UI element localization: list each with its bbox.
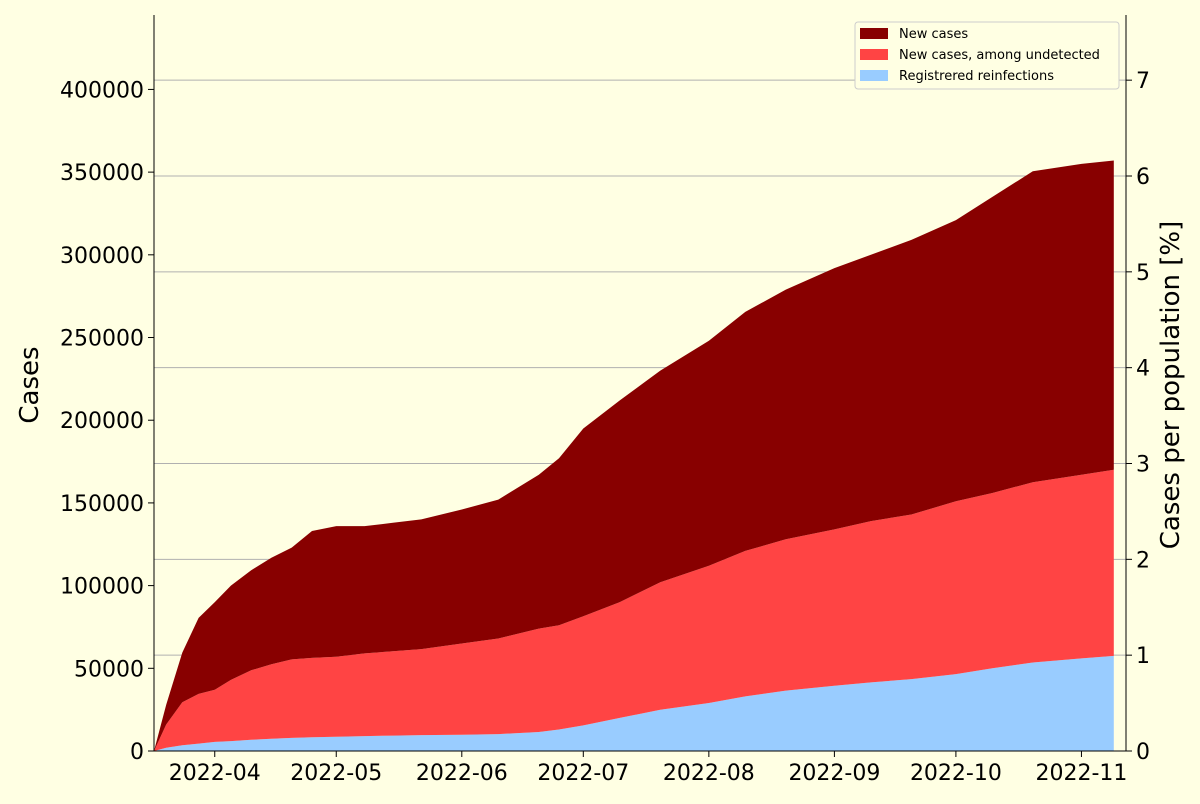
legend-label-new-cases: New cases <box>899 27 968 42</box>
legend-box <box>854 21 1120 90</box>
y-tick-label: 200000 <box>60 409 144 434</box>
y-right-tick-label: 7 <box>1136 69 1150 94</box>
legend-swatch-undetected <box>860 49 888 60</box>
y-right-tick-label: 4 <box>1136 357 1150 382</box>
y-right-tick-label: 2 <box>1136 548 1150 573</box>
x-tick-label: 2022-06 <box>416 761 508 786</box>
legend-label-reinfections: Registrered reinfections <box>899 69 1054 84</box>
y-tick-label: 50000 <box>74 657 144 682</box>
x-tick-label: 2022-04 <box>169 761 261 786</box>
y-right-tick-label: 0 <box>1136 740 1150 765</box>
legend: New cases New cases, among undetected Re… <box>854 21 1120 90</box>
stacked-areas <box>154 160 1114 751</box>
axes <box>153 15 1127 752</box>
legend-label-undetected: New cases, among undetected <box>899 48 1100 63</box>
y-tick-label: 300000 <box>60 244 144 269</box>
y-tick-label: 100000 <box>60 575 144 600</box>
x-tick-label: 2022-08 <box>663 761 755 786</box>
y-tick-label: 150000 <box>60 492 144 517</box>
y-axis-title-left: Cases <box>15 346 45 423</box>
tick-labels: 0 50000 100000 150000 200000 250000 300000 3500… <box>60 69 1150 786</box>
y-axis-title-right: Cases per population [%] <box>1156 221 1186 550</box>
y-right-tick-label: 6 <box>1136 165 1150 190</box>
y-right-tick-label: 1 <box>1136 644 1150 669</box>
area-new-cases <box>154 160 1114 751</box>
x-tick-label: 2022-05 <box>290 761 382 786</box>
y-tick-label: 350000 <box>60 161 144 186</box>
x-tick-label: 2022-09 <box>788 761 880 786</box>
y-right-tick-label: 3 <box>1136 453 1150 478</box>
legend-swatch-reinfections <box>860 70 888 81</box>
y-tick-label: 0 <box>130 740 144 765</box>
x-tick-label: 2022-11 <box>1035 761 1127 786</box>
y-tick-label: 250000 <box>60 327 144 352</box>
legend-swatch-new-cases <box>860 28 888 39</box>
x-tick-label: 2022-10 <box>910 761 1002 786</box>
area-registrered-reinfections <box>154 655 1114 751</box>
y-tick-label: 400000 <box>60 78 144 103</box>
area-new-cases-among-undetected <box>154 469 1114 751</box>
y-right-tick-label: 5 <box>1136 261 1150 286</box>
x-tick-label: 2022-07 <box>537 761 629 786</box>
